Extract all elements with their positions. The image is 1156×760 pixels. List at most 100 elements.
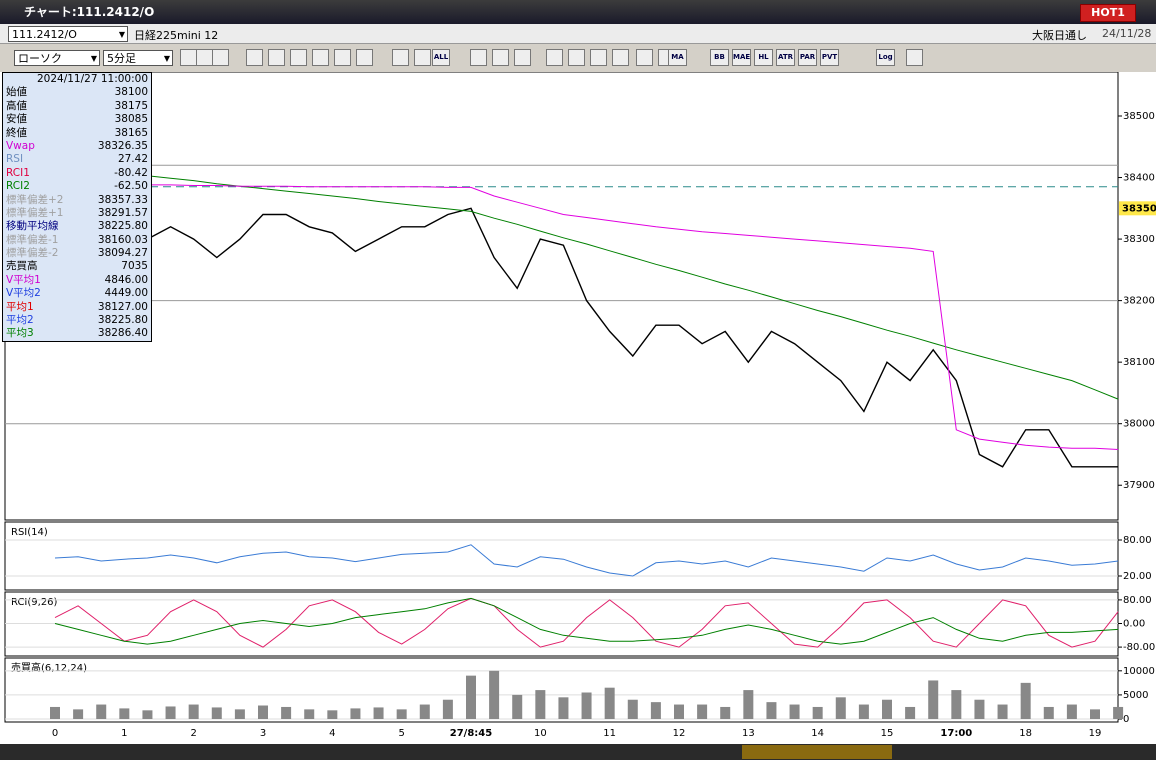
x-tick-label: 2 — [190, 728, 196, 739]
y-tick-label: 38500 — [1123, 111, 1155, 122]
volume-bar — [997, 704, 1008, 719]
info-value: 38085 — [114, 113, 148, 126]
symbol-bar: 111.2412/O 日経225mini 12 大阪日通し 24/11/28 — [0, 24, 1156, 44]
tool-icon[interactable] — [906, 49, 923, 66]
chart-type-select[interactable]: ローソク — [14, 50, 100, 67]
info-value: -80.42 — [114, 166, 148, 179]
tool-button[interactable]: BB — [710, 49, 729, 66]
x-tick-label: 17:00 — [940, 728, 972, 739]
tool-icon[interactable] — [546, 49, 563, 66]
volume-bar — [928, 680, 939, 719]
y-tick-label: 80.00 — [1123, 535, 1152, 546]
volume-bar — [1043, 706, 1054, 719]
current-price-label: 38350 — [1122, 203, 1156, 214]
volume-bar — [1113, 706, 1124, 719]
info-value: 38160.03 — [97, 233, 148, 246]
panel-title: RSI(14) — [11, 527, 48, 538]
tool-icon[interactable] — [268, 49, 285, 66]
tool-button[interactable]: PVT — [820, 49, 839, 66]
date: 24/11/28 — [1102, 27, 1152, 40]
tool-icon[interactable] — [212, 49, 229, 66]
info-row: 始値 38100 — [3, 86, 151, 99]
y-tick-label: 38000 — [1123, 419, 1155, 430]
y-tick-label: -80.00 — [1123, 642, 1155, 653]
volume-bar — [512, 694, 523, 719]
scrollbar — [0, 744, 1156, 760]
tool-icon[interactable] — [180, 49, 197, 66]
interval-select[interactable]: 5分足 — [103, 50, 173, 67]
scroll-thumb[interactable] — [742, 745, 892, 759]
tool-icon[interactable] — [470, 49, 487, 66]
volume-bar — [466, 675, 476, 719]
symbol-select[interactable]: 111.2412/O — [8, 26, 128, 43]
hot-button[interactable]: HOT1 — [1080, 4, 1136, 22]
tool-button[interactable]: MA — [668, 49, 687, 66]
info-value: 38326.35 — [97, 139, 148, 152]
info-panel: 2024/11/27 11:00:00 始値 38100 高値 38175 安値 3808… — [2, 72, 152, 342]
volume-bar — [142, 710, 153, 719]
info-value: 27.42 — [117, 153, 148, 166]
y-tick-label: 0 — [1123, 714, 1129, 725]
tool-icon[interactable] — [568, 49, 585, 66]
info-value: 38175 — [114, 99, 148, 112]
tool-button[interactable]: Log — [876, 49, 895, 66]
tool-button[interactable]: ALL — [432, 49, 450, 66]
series-line — [54, 207, 1119, 468]
info-row: 標準偏差-1 38160.03 — [3, 234, 151, 247]
info-row: 安値 38085 — [3, 113, 151, 126]
volume-bar — [96, 704, 107, 719]
volume-bar — [535, 690, 546, 719]
interval: 5分足 — [107, 52, 136, 65]
volume-bar — [442, 699, 453, 719]
volume-bar — [650, 702, 661, 719]
x-tick-label: 0 — [52, 728, 58, 739]
volume-bar — [604, 687, 615, 719]
tool-icon[interactable] — [356, 49, 373, 66]
tool-icon[interactable] — [414, 49, 431, 66]
tool-icon[interactable] — [312, 49, 329, 66]
volume-bar — [489, 670, 500, 719]
info-value: 38225.80 — [97, 314, 148, 327]
tool-icon[interactable] — [636, 49, 653, 66]
series-line — [54, 544, 1119, 577]
tool-icon[interactable] — [590, 49, 607, 66]
info-label: V平均2 — [6, 287, 41, 300]
tool-button[interactable]: ATR — [776, 49, 795, 66]
tool-icon[interactable] — [290, 49, 307, 66]
tool-button[interactable]: HL — [754, 49, 773, 66]
info-value: 4846.00 — [104, 273, 148, 286]
info-label: V平均1 — [6, 273, 41, 286]
tool-icon[interactable] — [392, 49, 409, 66]
info-value: 38100 — [114, 86, 148, 99]
tool-icon[interactable] — [514, 49, 531, 66]
info-datetime: 2024/11/27 11:00:00 — [36, 73, 148, 85]
volume-bar — [743, 690, 754, 719]
x-tick-label: 12 — [673, 728, 686, 739]
info-value: 38165 — [114, 126, 148, 139]
chart-background — [0, 72, 1156, 744]
volume-bar — [50, 706, 60, 719]
tool-button[interactable]: PAR — [798, 49, 817, 66]
info-row: Vwap 38326.35 — [3, 140, 151, 153]
info-label: 平均3 — [6, 327, 34, 340]
x-tick-label: 1 — [121, 728, 127, 739]
info-label: RSI — [6, 153, 24, 166]
volume-bar — [1020, 682, 1031, 719]
info-label: 移動平均線 — [6, 220, 59, 233]
tool-icon[interactable] — [196, 49, 213, 66]
tool-button[interactable]: MAE — [732, 49, 751, 66]
tool-icon[interactable] — [492, 49, 509, 66]
volume-bar — [211, 707, 222, 719]
info-row: 移動平均線 38225.80 — [3, 220, 151, 233]
tool-icon[interactable] — [612, 49, 629, 66]
info-value: 38291.57 — [97, 206, 148, 219]
volume-bar — [974, 699, 985, 719]
tool-icon[interactable] — [334, 49, 351, 66]
volume-bar — [350, 708, 361, 719]
y-tick-label: 5000 — [1123, 690, 1148, 701]
tool-icon[interactable] — [246, 49, 263, 66]
info-label: RCI2 — [6, 180, 30, 193]
volume-bar — [234, 709, 245, 719]
